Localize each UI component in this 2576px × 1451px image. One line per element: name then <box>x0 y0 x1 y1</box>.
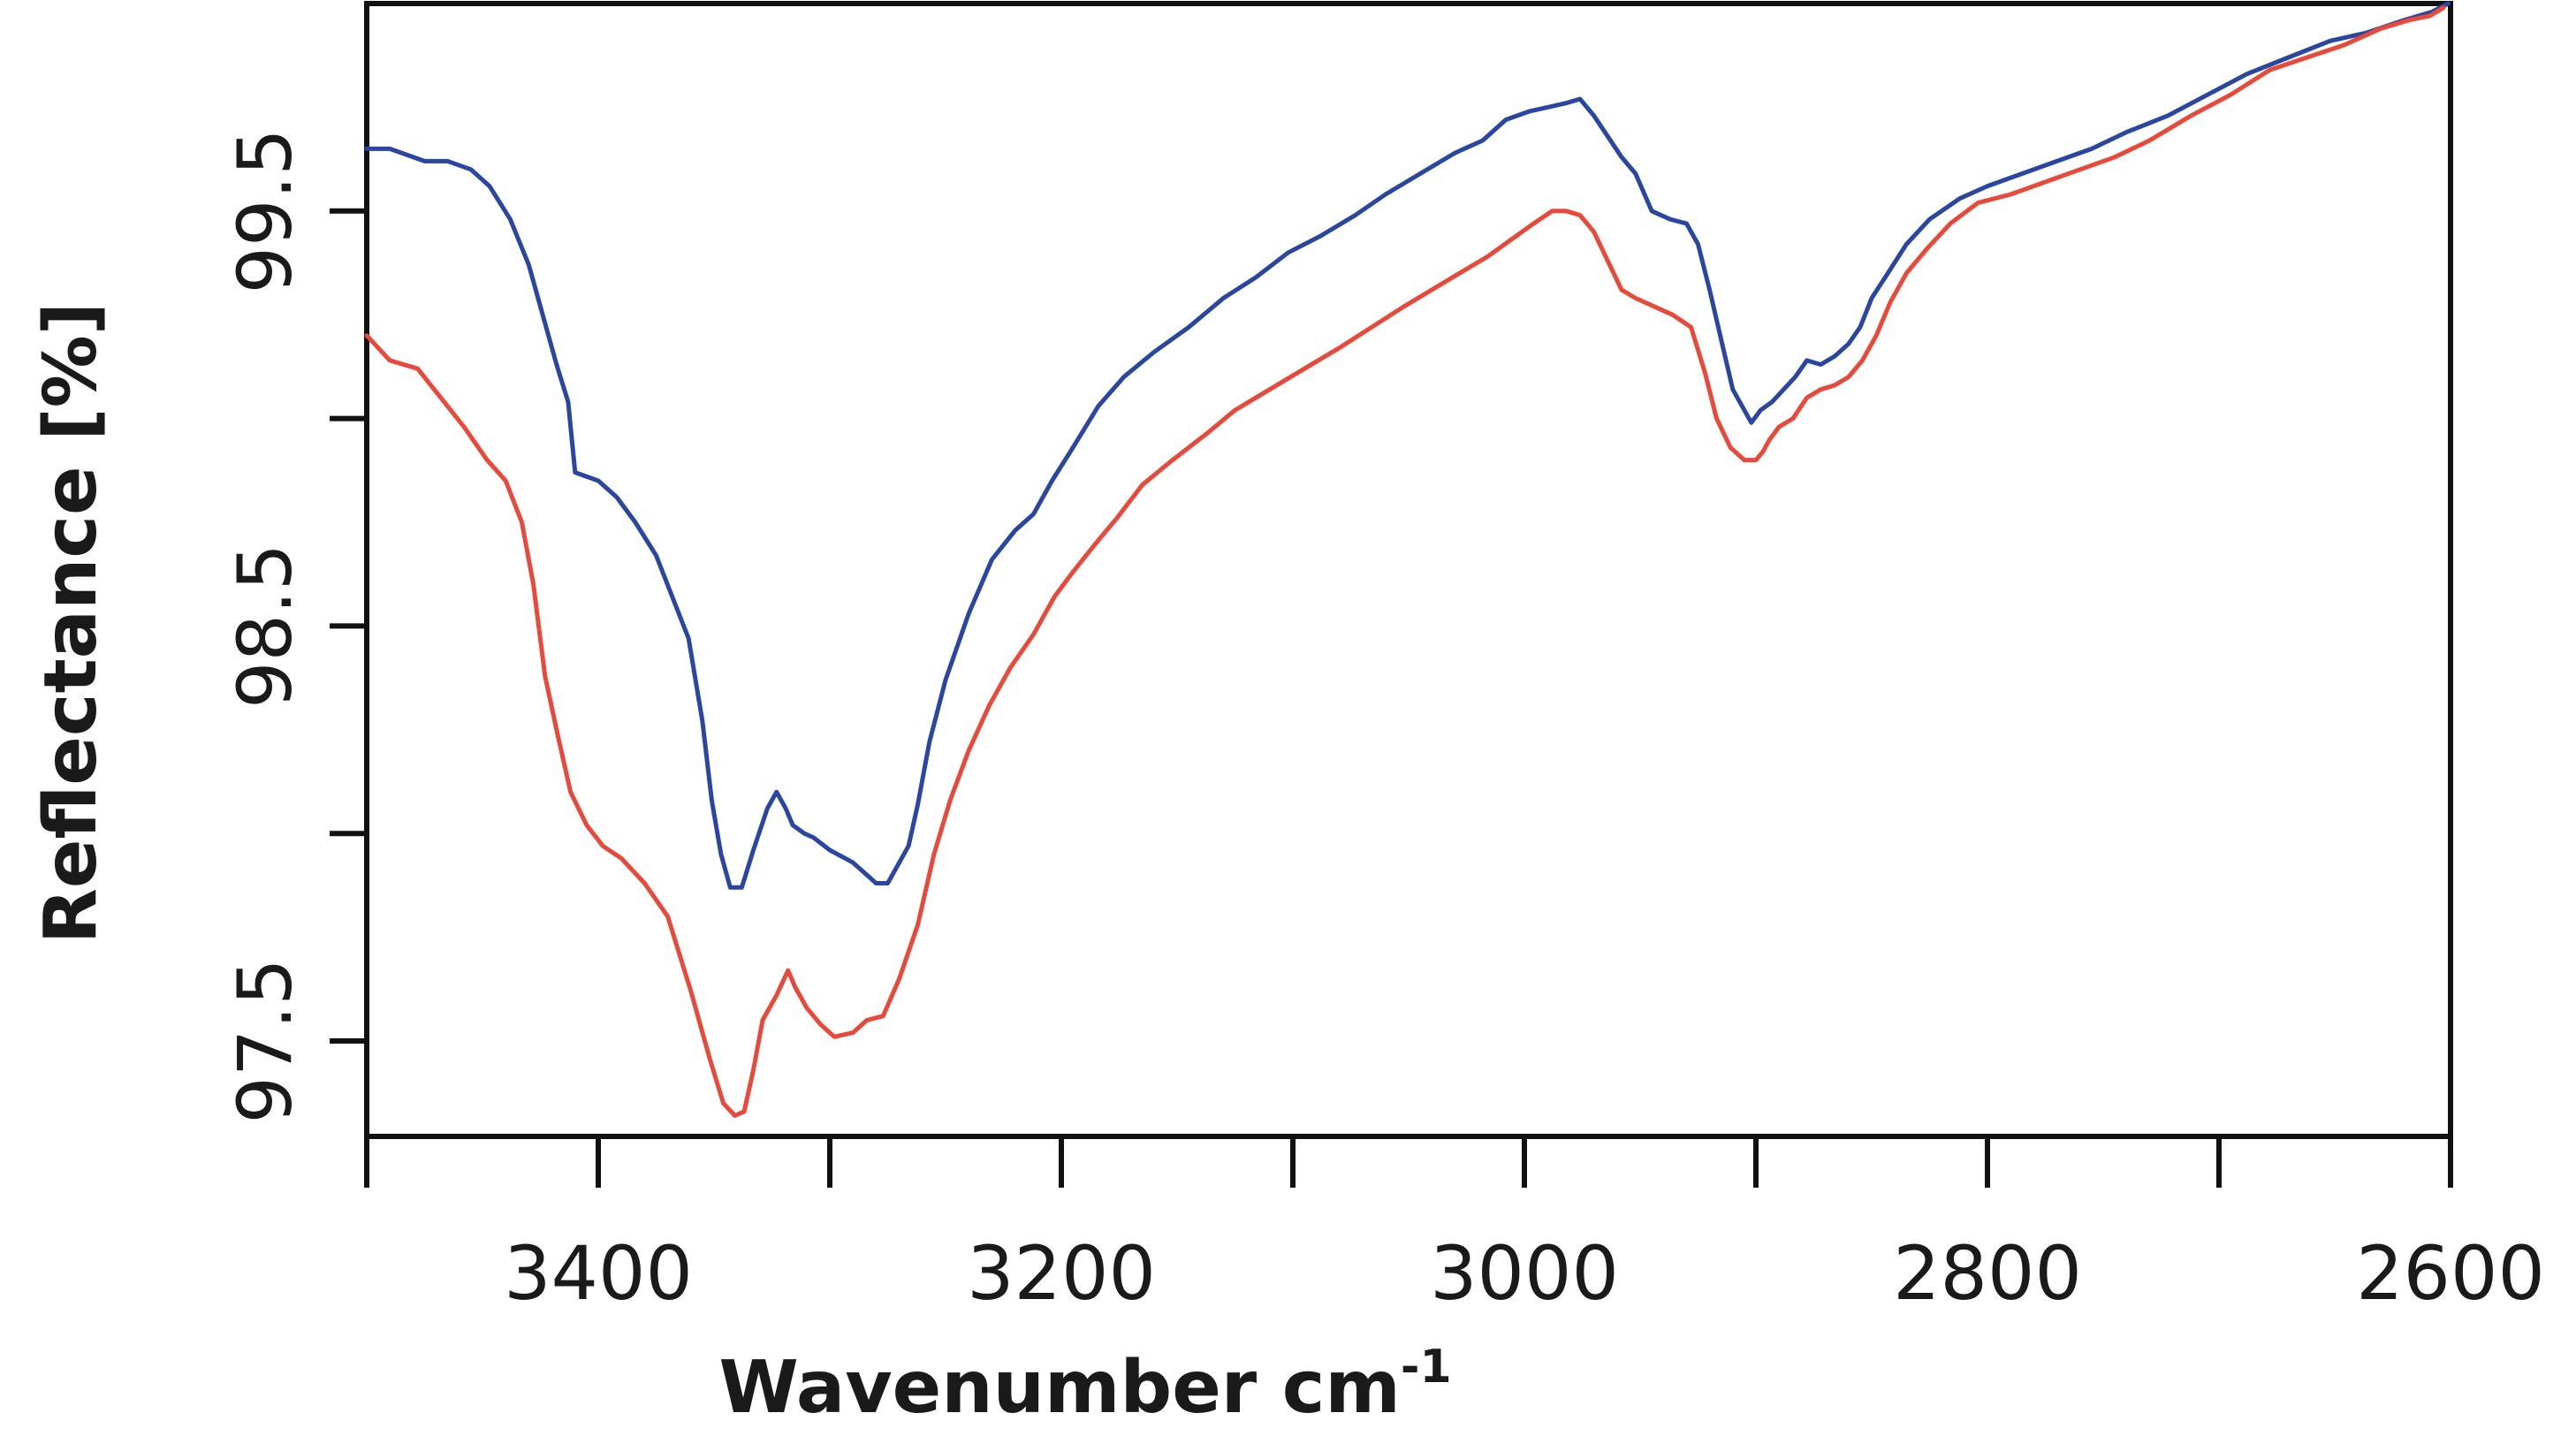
x-tick-label: 2600 <box>2356 1230 2545 1317</box>
x-tick-label: 3400 <box>504 1230 693 1317</box>
y-tick-label: 97.5 <box>222 958 308 1123</box>
x-axis-title: Wavenumber cm-1 <box>718 1341 1451 1430</box>
blue-spectrum-line <box>364 1 2451 890</box>
y-axis-title: Reflectance [%] <box>29 302 113 945</box>
y-tick-label: 99.5 <box>222 128 308 293</box>
x-tick-label: 3200 <box>967 1230 1156 1317</box>
x-tick-label: 2800 <box>1893 1230 2082 1317</box>
series-layer <box>364 1 2451 1118</box>
y-tick-label: 98.5 <box>222 543 308 709</box>
x-axis-title-superscript: -1 <box>1401 1341 1452 1394</box>
plot-frame <box>364 1 2453 1139</box>
y-axis-ticks: 97.5 98.5 99.5 <box>222 128 367 1124</box>
x-tick-label: 3000 <box>1430 1230 1619 1317</box>
x-axis-title-main: Wavenumber cm <box>718 1346 1400 1430</box>
red-spectrum-line <box>364 5 2446 1118</box>
x-axis-ticks: 3400 3200 3000 2800 2600 <box>364 1136 2545 1317</box>
